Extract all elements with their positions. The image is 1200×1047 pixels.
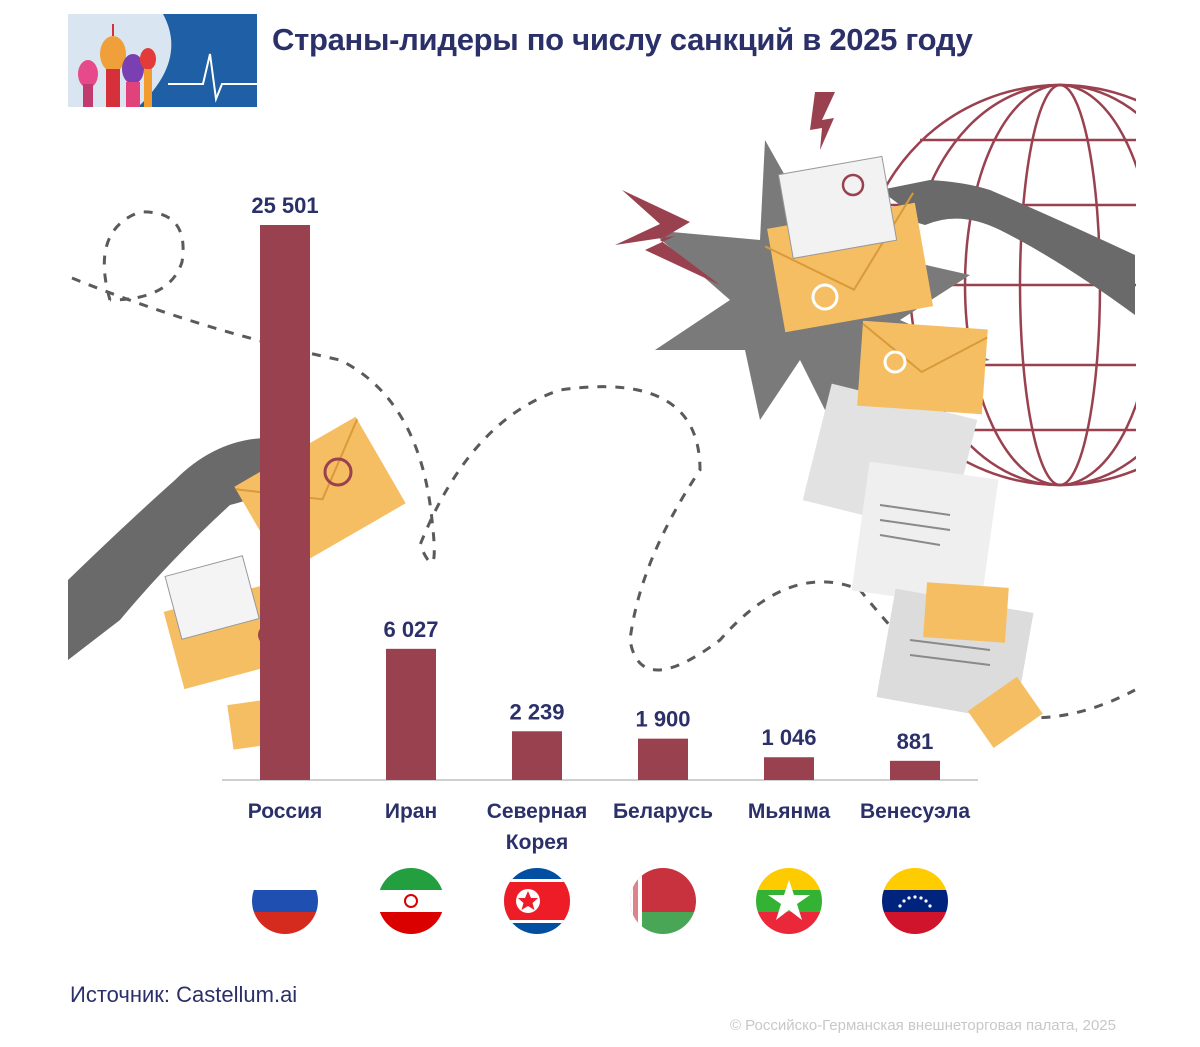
bar-3 bbox=[638, 738, 688, 780]
bar-1 bbox=[386, 648, 436, 780]
russia-flag-icon bbox=[252, 868, 318, 934]
value-label: 25 501 bbox=[251, 193, 318, 218]
category-label: Северная bbox=[487, 800, 588, 823]
bar-2 bbox=[512, 731, 562, 780]
logo-icon bbox=[68, 14, 257, 107]
value-label: 881 bbox=[897, 729, 934, 754]
page-title: Страны-лидеры по числу санкций в 2025 го… bbox=[272, 22, 973, 57]
category-label: Корея bbox=[506, 831, 568, 854]
lightning-icon bbox=[615, 190, 720, 285]
envelope-icon bbox=[764, 155, 934, 333]
copyright-note: © Российско-Германская внешнеторговая па… bbox=[729, 1017, 1116, 1034]
lightning-icon bbox=[810, 92, 835, 150]
value-label: 6 027 bbox=[383, 617, 438, 642]
dashed-route-line bbox=[71, 276, 1136, 720]
hand-icon bbox=[880, 180, 1135, 315]
bar-5 bbox=[890, 760, 940, 780]
value-label: 2 239 bbox=[509, 699, 564, 724]
category-label: Россия bbox=[248, 800, 323, 823]
belarus-flag-icon bbox=[630, 868, 696, 934]
value-label: 1 046 bbox=[761, 725, 816, 750]
envelope-icon bbox=[923, 582, 1009, 643]
north-korea-flag-icon bbox=[504, 868, 570, 934]
envelope-icon bbox=[857, 320, 988, 415]
envelope-icon bbox=[967, 676, 1043, 749]
source-note: Источник: Castellum.ai bbox=[70, 982, 298, 1007]
category-label: Иран bbox=[385, 800, 437, 823]
iran-flag-icon bbox=[378, 868, 444, 934]
bar-0 bbox=[260, 225, 310, 780]
venezuela-flag-icon bbox=[882, 868, 948, 934]
category-label: Венесуэла bbox=[860, 800, 970, 823]
value-label: 1 900 bbox=[635, 707, 690, 732]
category-label: Мьянма bbox=[748, 800, 831, 823]
myanmar-flag-icon bbox=[756, 868, 822, 934]
decorative-illustration bbox=[68, 80, 1200, 750]
category-label: Беларусь bbox=[613, 800, 713, 823]
bar-4 bbox=[764, 757, 814, 780]
